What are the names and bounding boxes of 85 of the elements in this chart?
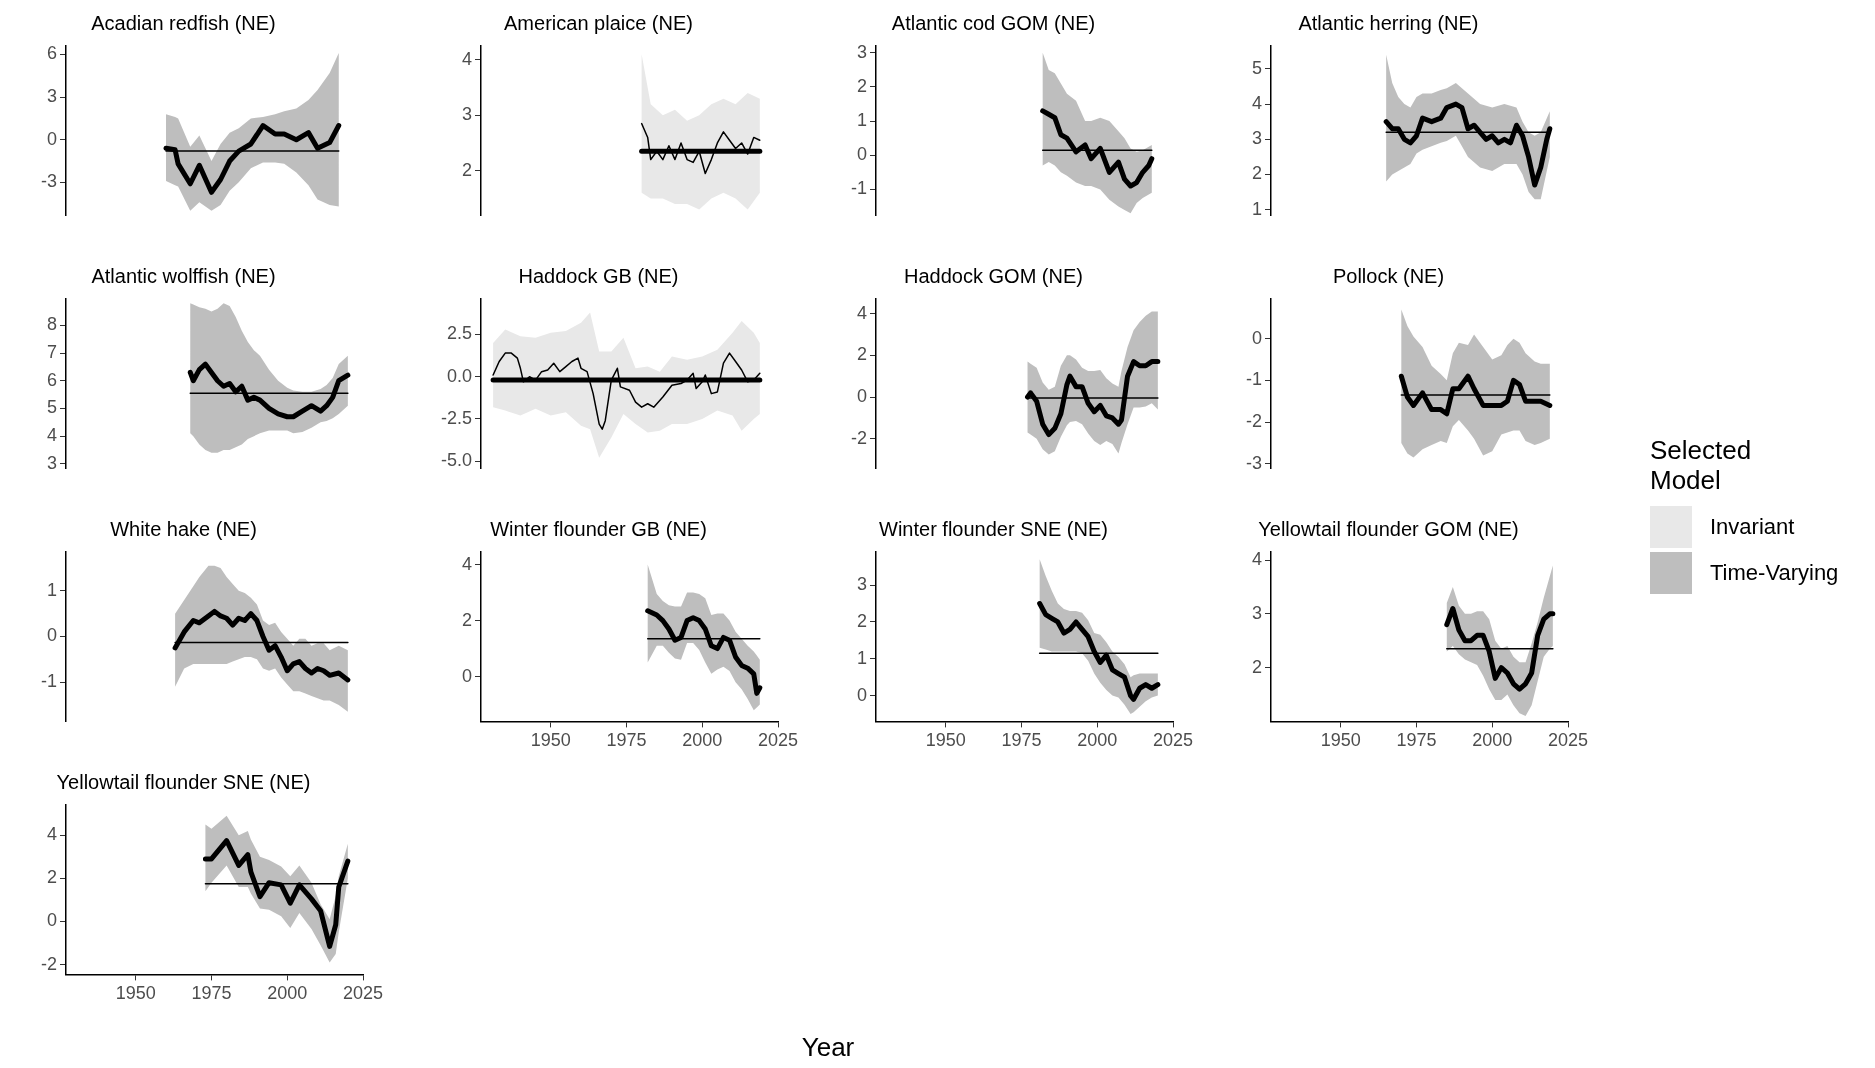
x-tick-label: 2025 [757, 730, 799, 751]
chart-title: Atlantic wolffish (NE) [91, 264, 276, 287]
x-tick-label: 2025 [342, 983, 384, 1004]
y-tick-label: 4 [461, 48, 472, 69]
y-tick-label: 4 [856, 302, 867, 323]
y-tick-label: 2 [856, 610, 867, 631]
chart-title: White hake (NE) [110, 517, 257, 540]
x-tick-label: 2000 [1472, 730, 1513, 751]
y-tick-label: -2 [850, 427, 867, 448]
y-tick-label: 3 [856, 574, 867, 595]
y-tick-label: 8 [46, 314, 57, 335]
y-tick-label: 0 [46, 625, 57, 646]
y-tick-label: 0 [46, 128, 57, 149]
x-tick-label: 1950 [925, 730, 966, 751]
y-tick-label: 2 [856, 75, 867, 96]
y-tick-label: 6 [46, 43, 57, 64]
y-tick-label: 2.5 [446, 323, 472, 344]
y-tick-label: 3 [46, 86, 57, 107]
chart-title: Winter flounder SNE (NE) [879, 517, 1108, 540]
y-tick-label: 2 [1251, 163, 1262, 184]
chart-title: Haddock GOM (NE) [904, 264, 1083, 287]
y-tick-label: 4 [461, 553, 472, 574]
y-tick-label: 5 [1251, 57, 1262, 78]
y-tick-label: -2 [40, 953, 57, 974]
y-tick-label: 4 [46, 824, 57, 845]
y-tick-label: 3 [856, 41, 867, 62]
x-tick-label: 1950 [1320, 730, 1361, 751]
x-tick-label: 1950 [115, 983, 156, 1004]
y-tick-label: -2 [1245, 411, 1262, 432]
y-tick-label: 3 [46, 452, 57, 473]
x-tick-label: 1975 [191, 983, 232, 1004]
y-tick-label: 1 [46, 579, 57, 600]
chart-title: Atlantic cod GOM (NE) [891, 11, 1096, 34]
y-tick-label: -1 [1245, 369, 1262, 390]
y-tick-label: -5.0 [440, 450, 472, 471]
text: Invariant [1710, 514, 1795, 540]
y-tick-label: 1 [1251, 198, 1262, 219]
y-tick-label: 5 [46, 397, 57, 418]
chart-title: American plaice (NE) [504, 11, 693, 34]
y-tick-label: -3 [1245, 452, 1262, 473]
y-tick-label: -3 [40, 171, 57, 192]
y-tick-label: 3 [1251, 128, 1262, 149]
y-tick-label: 3 [461, 104, 472, 125]
x-tick-label: 1975 [1396, 730, 1437, 751]
y-tick-label: 0 [856, 144, 867, 165]
chart-title: Yellowtail flounder GOM (NE) [1258, 517, 1519, 540]
y-tick-label: 0 [46, 910, 57, 931]
chart-title: Winter flounder GB (NE) [490, 517, 707, 540]
y-tick-label: -2.5 [440, 407, 472, 428]
x-tick-label: 1975 [606, 730, 647, 751]
y-tick-label: 2 [461, 159, 472, 180]
legend-title: Selected Model [1650, 435, 1753, 495]
y-tick-label: 1 [856, 110, 867, 131]
chart-title: Acadian redfish (NE) [91, 11, 276, 34]
y-tick-label: 0 [856, 684, 867, 705]
x-tick-label: 2025 [1547, 730, 1589, 751]
y-tick-label: 4 [1251, 549, 1262, 570]
chart-title: Yellowtail flounder SNE (NE) [56, 770, 311, 793]
x-tick-label: 2025 [1152, 730, 1194, 751]
y-tick-label: 7 [46, 341, 57, 362]
y-tick-label: 2 [46, 867, 57, 888]
x-tick-label: 2000 [682, 730, 723, 751]
y-tick-label: 3 [1251, 602, 1262, 623]
y-tick-label: -1 [850, 178, 867, 199]
y-tick-label: -1 [40, 671, 57, 692]
chart-title: Haddock GB (NE) [518, 264, 679, 287]
x-axis-title: Year [801, 1032, 855, 1063]
y-tick-label: 0 [856, 386, 867, 407]
y-tick-label: 6 [46, 369, 57, 390]
y-tick-label: 2 [461, 609, 472, 630]
y-tick-label: 0.0 [446, 365, 472, 386]
y-tick-label: 0 [1251, 327, 1262, 348]
y-tick-label: 4 [1251, 93, 1262, 114]
y-tick-label: 2 [1251, 656, 1262, 677]
y-tick-label: 1 [856, 647, 867, 668]
y-tick-label: 4 [46, 425, 57, 446]
x-tick-label: 2000 [1077, 730, 1118, 751]
y-tick-label: 0 [461, 665, 472, 686]
x-tick-label: 1975 [1001, 730, 1042, 751]
y-tick-label: 2 [856, 344, 867, 365]
x-tick-label: 2000 [267, 983, 308, 1004]
chart-title: Atlantic herring (NE) [1298, 11, 1479, 34]
chart-title: Pollock (NE) [1332, 264, 1445, 287]
x-tick-label: 1950 [530, 730, 571, 751]
text: Time-Varying [1710, 560, 1839, 586]
